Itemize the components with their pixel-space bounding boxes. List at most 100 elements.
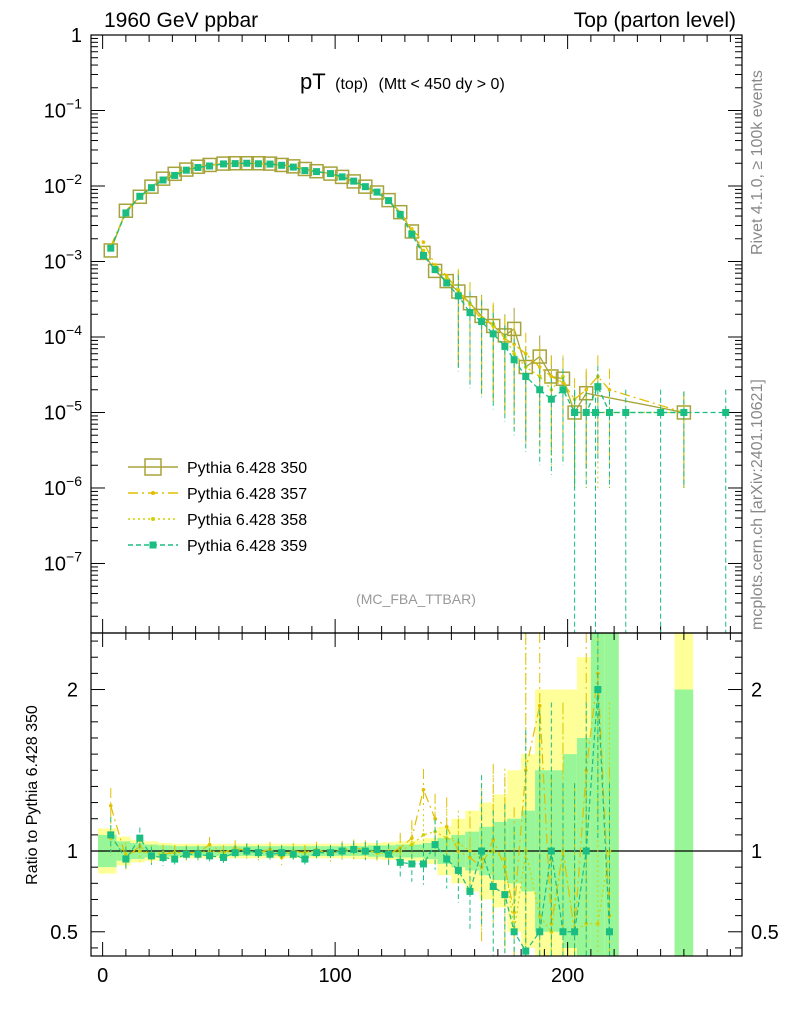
main-data-point <box>561 374 565 379</box>
main-data-point <box>559 386 567 394</box>
legend-marker <box>151 491 155 495</box>
main-data-point <box>171 171 179 179</box>
ratio-data-point <box>571 928 579 936</box>
legend-item: Pythia 6.428 359 <box>128 538 307 555</box>
ratio-data-point <box>408 860 416 868</box>
main-data-point <box>254 160 262 168</box>
plot-title-main: pT <box>300 69 326 94</box>
legend-marker <box>144 458 162 476</box>
ratio-band-green <box>674 689 694 956</box>
rivet-side-label: Rivet 4.1.0, ≥ 100k events <box>749 70 766 255</box>
main-y-tick-exp: −4 <box>66 322 82 338</box>
main-data-point <box>289 163 297 171</box>
legend: Pythia 6.428 350 Pythia 6.428 357 Pythia 6… <box>128 458 307 555</box>
main-y-tick-base: 10 <box>44 100 66 122</box>
main-y-tick-base: 10 <box>44 251 66 273</box>
main-data-point <box>522 372 530 380</box>
ratio-data-point <box>231 849 239 857</box>
main-data-point <box>309 163 324 179</box>
ratio-data-point <box>466 887 474 895</box>
ratio-x-tick-label: 200 <box>551 965 584 987</box>
ratio-data-point <box>582 847 590 855</box>
ratio-data-point <box>361 847 369 855</box>
main-data-point <box>118 203 134 219</box>
main-data-point <box>373 188 381 196</box>
ratio-data-point <box>522 947 530 955</box>
main-data-point <box>561 380 565 385</box>
ratio-data-point <box>501 891 509 899</box>
ratio-y-tick-label-right: 1 <box>751 841 762 863</box>
main-data-point <box>159 176 167 184</box>
main-data-point <box>512 351 516 356</box>
ratio-data-point <box>266 850 274 858</box>
main-data-point <box>547 395 555 403</box>
ratio-data-point <box>396 858 404 866</box>
ratio-x-tick-label: 0 <box>97 965 108 987</box>
main-data-point <box>549 374 554 379</box>
ratio-data-point <box>537 913 542 918</box>
main-data-point <box>144 179 159 194</box>
ratio-data-point <box>444 825 449 829</box>
main-data-point <box>622 408 630 416</box>
ratio-data-point <box>289 850 297 858</box>
main-y-tick-label: 10−1 <box>44 95 82 122</box>
main-data-point <box>385 197 393 205</box>
ratio-data-point <box>419 860 427 868</box>
mcplots-side-label: mcplots.cern.ch [arXiv:2401.10621] <box>749 379 766 630</box>
ratio-data-point <box>433 816 437 821</box>
main-y-tick-label: 10−3 <box>44 246 82 273</box>
ratio-data-point <box>220 853 228 861</box>
main-data-point <box>243 159 251 167</box>
ratio-data-point <box>431 841 439 849</box>
ratio-data-point <box>350 845 358 853</box>
main-series <box>107 159 688 488</box>
ratio-data-point <box>206 852 214 860</box>
ratio-data-point <box>510 928 518 936</box>
main-data-point <box>167 166 182 182</box>
ratio-data-point <box>421 787 426 792</box>
legend-item: Pythia 6.428 357 <box>128 486 307 503</box>
main-y-tick-exp: −3 <box>66 246 82 262</box>
ratio-data-point <box>596 921 600 926</box>
main-y-tick-base: 10 <box>44 327 66 349</box>
ratio-data-point <box>443 855 451 863</box>
ratio-data-point <box>138 849 142 853</box>
main-data-point <box>361 183 369 191</box>
main-data-point <box>501 342 509 350</box>
legend-label: Pythia 6.428 350 <box>187 460 307 477</box>
ratio-y-tick-label-right: 2 <box>751 680 762 702</box>
main-data-point <box>323 166 338 181</box>
ratio-data-point <box>278 849 286 857</box>
main-data-point <box>404 224 420 239</box>
main-data-point <box>592 408 600 416</box>
ratio-data-point <box>243 847 251 855</box>
main-series <box>103 156 692 488</box>
ratio-data-point <box>194 850 202 858</box>
main-data-point <box>443 279 451 287</box>
main-data-point <box>421 248 426 253</box>
ratio-data-point <box>313 849 321 857</box>
legend-label: Pythia 6.428 357 <box>187 486 307 503</box>
ratio-data-point <box>491 837 496 842</box>
ratio-data-point <box>326 849 334 857</box>
main-data-point <box>381 192 396 208</box>
main-data-point <box>278 161 286 169</box>
main-y-tick-exp: −6 <box>66 473 82 489</box>
ratio-plot-frame <box>90 632 743 957</box>
main-data-point <box>231 160 239 168</box>
legend-marker <box>151 517 155 521</box>
main-series-tail <box>571 389 730 633</box>
main-data-point <box>510 356 518 364</box>
main-data-point <box>571 408 579 416</box>
main-data-point <box>444 276 449 281</box>
ratio-data-point <box>605 928 613 936</box>
main-data-point <box>536 386 544 394</box>
main-data-point <box>266 160 274 168</box>
main-data-point <box>489 330 497 338</box>
main-series-line <box>110 162 684 414</box>
ratio-data-point <box>159 853 167 861</box>
main-y-tick-exp: −2 <box>66 171 82 187</box>
legend-item: Pythia 6.428 350 <box>128 458 307 477</box>
